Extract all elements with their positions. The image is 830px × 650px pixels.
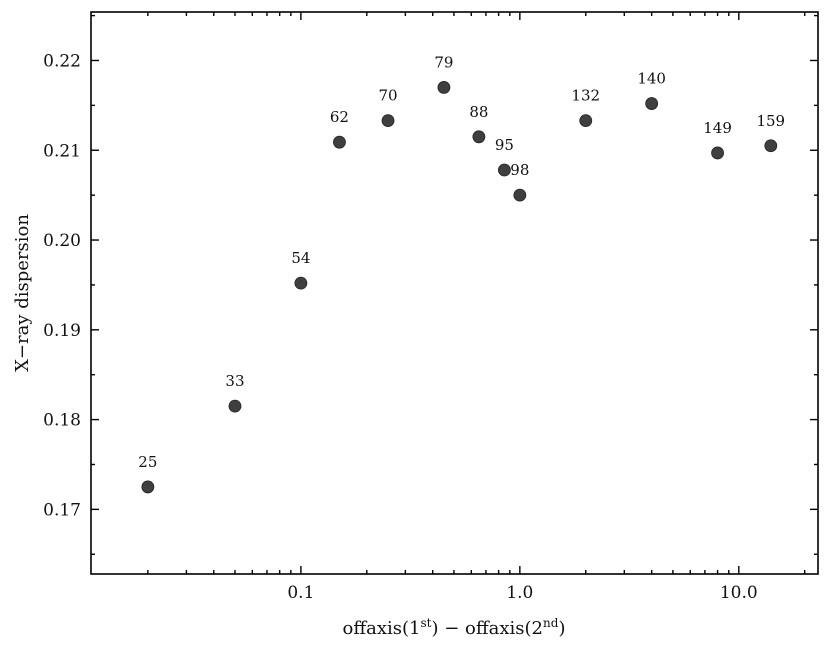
data-point-label: 79	[434, 53, 453, 71]
data-point-label: 33	[225, 372, 244, 390]
data-point	[333, 135, 346, 149]
x-tick-label: 0.1	[287, 583, 314, 603]
data-point-label: 25	[138, 453, 157, 471]
data-point-label: 88	[469, 103, 488, 121]
data-point	[497, 163, 511, 177]
data-point	[645, 97, 659, 110]
tick-labels: 0.1 1.0 10.0 0.17 0.18 0.19 0.20 0.21 0.22	[43, 51, 758, 603]
data-point	[294, 276, 308, 290]
data-point	[711, 146, 724, 160]
y-tick-label: 0.20	[43, 231, 81, 251]
point-labels: 25 33 54 62 70 79 88 95 98 132 140 149 159	[138, 53, 785, 471]
data-point-label: 70	[378, 87, 397, 105]
x-axis-label: offaxis(1st) − offaxis(2nd)	[343, 616, 566, 639]
plot-frame	[90, 11, 819, 575]
data-point	[141, 480, 155, 494]
data-point-label: 132	[571, 87, 600, 105]
data-point	[381, 114, 395, 128]
axis-ticks	[91, 12, 818, 574]
data-point-label: 149	[703, 119, 732, 137]
data-point-label: 140	[637, 70, 666, 88]
data-point-label: 159	[756, 112, 785, 130]
x-tick-label: 10.0	[720, 583, 758, 603]
y-tick-label: 0.19	[43, 321, 81, 341]
data-point-label: 54	[291, 249, 310, 267]
data-point-label: 98	[510, 161, 529, 179]
data-point	[437, 81, 451, 94]
data-points	[141, 81, 778, 494]
y-tick-label: 0.22	[43, 51, 81, 71]
data-point	[228, 399, 242, 413]
data-point	[764, 139, 778, 153]
data-point-label: 95	[495, 136, 514, 154]
data-point	[579, 114, 593, 128]
y-tick-label: 0.21	[43, 141, 81, 161]
x-tick-label: 1.0	[506, 583, 533, 603]
data-point	[472, 130, 486, 144]
y-tick-label: 0.18	[43, 411, 81, 431]
data-point	[513, 188, 527, 202]
data-point-label: 62	[330, 108, 349, 126]
y-axis-label: X−ray dispersion	[12, 214, 33, 372]
y-tick-label: 0.17	[43, 500, 81, 520]
